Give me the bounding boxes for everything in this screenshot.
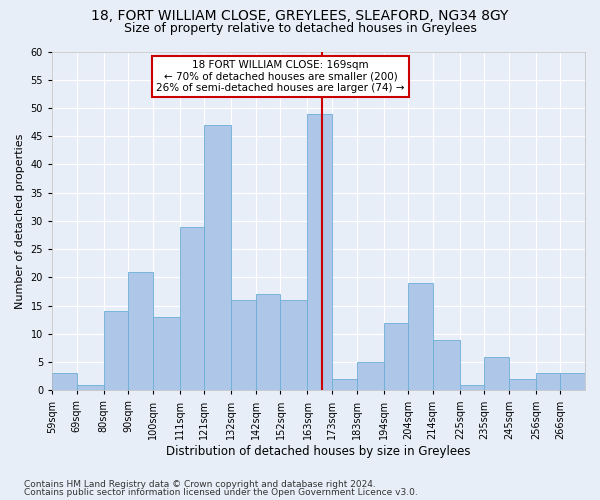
Text: Contains HM Land Registry data © Crown copyright and database right 2024.: Contains HM Land Registry data © Crown c… bbox=[24, 480, 376, 489]
Bar bbox=[356, 362, 383, 390]
X-axis label: Distribution of detached houses by size in Greylees: Distribution of detached houses by size … bbox=[166, 444, 471, 458]
Bar bbox=[153, 317, 180, 390]
Text: Size of property relative to detached houses in Greylees: Size of property relative to detached ho… bbox=[124, 22, 476, 35]
Bar bbox=[332, 379, 356, 390]
Bar bbox=[104, 312, 128, 390]
Text: 18, FORT WILLIAM CLOSE, GREYLEES, SLEAFORD, NG34 8GY: 18, FORT WILLIAM CLOSE, GREYLEES, SLEAFO… bbox=[91, 9, 509, 23]
Bar bbox=[307, 114, 332, 390]
Bar bbox=[408, 283, 433, 391]
Bar bbox=[128, 272, 153, 390]
Bar bbox=[484, 356, 509, 390]
Bar bbox=[77, 385, 104, 390]
Text: 18 FORT WILLIAM CLOSE: 169sqm
← 70% of detached houses are smaller (200)
26% of : 18 FORT WILLIAM CLOSE: 169sqm ← 70% of d… bbox=[156, 60, 405, 93]
Bar bbox=[383, 322, 408, 390]
Bar bbox=[433, 340, 460, 390]
Text: Contains public sector information licensed under the Open Government Licence v3: Contains public sector information licen… bbox=[24, 488, 418, 497]
Bar bbox=[560, 374, 585, 390]
Bar bbox=[280, 300, 307, 390]
Bar bbox=[460, 385, 484, 390]
Bar bbox=[509, 379, 536, 390]
Bar bbox=[180, 226, 205, 390]
Bar bbox=[205, 125, 232, 390]
Bar bbox=[232, 300, 256, 390]
Bar bbox=[52, 374, 77, 390]
Bar bbox=[256, 294, 280, 390]
Bar bbox=[536, 374, 560, 390]
Y-axis label: Number of detached properties: Number of detached properties bbox=[15, 134, 25, 308]
